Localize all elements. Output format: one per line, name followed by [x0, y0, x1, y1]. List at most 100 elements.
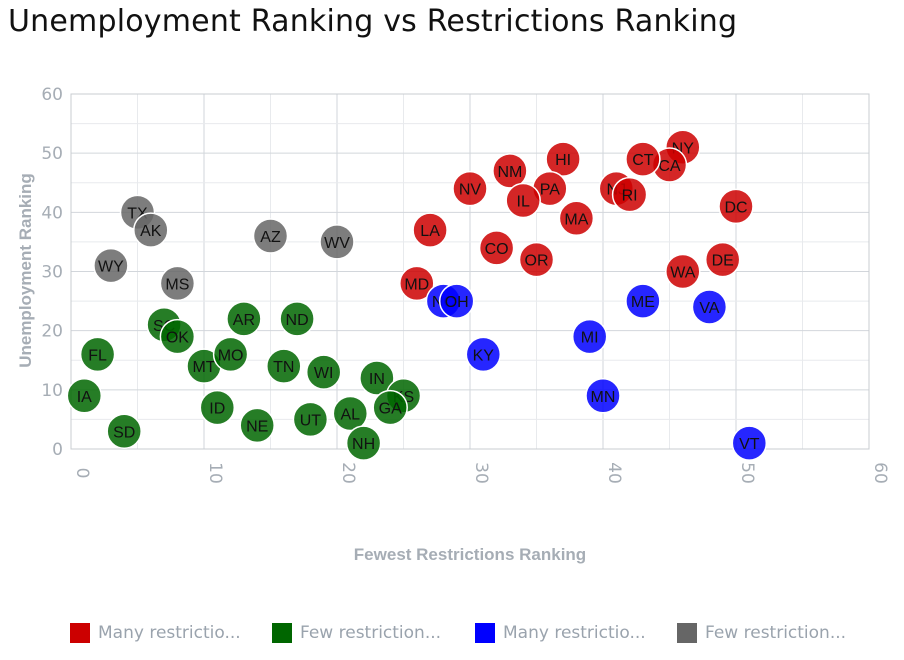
point-label: SD [113, 424, 135, 441]
axes: 0 10 20 30 40 50 60 0 10 20 30 40 50 60 [41, 85, 890, 484]
x-tick-label: 0 [72, 468, 92, 479]
legend: Many restrictio... Few restriction... Many… [0, 620, 904, 646]
point-marker [558, 200, 595, 236]
point-label: AR [233, 312, 255, 329]
data-point-tn: TN [266, 348, 302, 384]
point-label: IA [77, 389, 92, 406]
legend-label: Many restrictio... [503, 623, 646, 643]
point-marker [252, 218, 289, 254]
point-label: MI [581, 330, 599, 347]
point-marker [478, 230, 515, 266]
point-marker [545, 141, 581, 177]
grid-lines [70, 93, 870, 450]
data-point-ky: KY [465, 336, 502, 373]
point-marker [691, 289, 728, 325]
point-label: ME [631, 294, 655, 311]
data-point-wa: WA [665, 253, 701, 290]
point-label: PA [540, 182, 560, 199]
point-marker [399, 265, 435, 302]
point-marker [279, 301, 315, 337]
data-point-il: IL [505, 182, 541, 219]
x-tick-label: 10 [205, 462, 225, 484]
legend-item[interactable]: Many restrictio... [70, 620, 241, 646]
legend-item[interactable]: Many restrictio... [475, 620, 646, 646]
point-label: TN [273, 359, 294, 376]
point-label: NH [352, 436, 375, 453]
legend-swatch [70, 623, 90, 643]
point-label: IN [369, 371, 385, 388]
y-tick-label: 10 [41, 381, 63, 401]
legend-label: Few restriction... [705, 623, 847, 643]
point-label: LA [420, 223, 440, 240]
point-marker [492, 153, 528, 189]
chart-title: Unemployment Ranking vs Restrictions Ran… [8, 4, 738, 39]
x-tick-label: 20 [338, 462, 358, 484]
data-point-nm: NM [492, 153, 528, 189]
point-label: VA [699, 300, 719, 317]
point-marker [372, 389, 408, 426]
point-marker [292, 401, 329, 438]
point-label: VT [739, 436, 760, 453]
point-marker [571, 318, 608, 355]
point-marker [266, 348, 302, 384]
point-marker [718, 188, 754, 225]
point-marker [93, 247, 129, 284]
x-tick-label: 30 [471, 462, 491, 484]
legend-label: Few restriction... [300, 623, 442, 643]
data-point-mt: MT [186, 348, 222, 384]
x-tick-label: 40 [604, 462, 624, 484]
data-point-fl: FL [79, 336, 116, 373]
point-label: AZ [260, 229, 281, 246]
data-point-wv: WV [319, 224, 355, 260]
point-marker [704, 241, 741, 278]
point-label: MT [192, 359, 215, 376]
point-marker [452, 170, 488, 207]
y-tick-label: 60 [41, 85, 63, 105]
point-label: OH [445, 294, 469, 311]
data-point-mi: MI [571, 318, 608, 355]
legend-item[interactable]: Few restriction... [677, 620, 846, 646]
data-point-sd: SD [106, 413, 142, 449]
point-marker [319, 224, 355, 260]
point-label: CT [632, 152, 654, 169]
data-point-va: VA [691, 289, 728, 325]
data-point-ne: NE [239, 407, 275, 444]
data-point-ar: AR [226, 301, 262, 337]
point-marker [226, 301, 262, 337]
point-marker [465, 336, 502, 373]
point-label: MD [404, 276, 429, 293]
data-point-me: ME [625, 283, 661, 319]
point-label: AL [341, 407, 361, 424]
data-point-nv: NV [452, 170, 488, 207]
point-label: ND [286, 312, 309, 329]
data-point-mn: MN [585, 378, 621, 414]
y-tick-label: 40 [41, 203, 63, 223]
legend-item[interactable]: Few restriction... [272, 620, 441, 646]
data-point-la: LA [412, 212, 448, 248]
point-label: KY [473, 347, 495, 364]
point-label: MA [564, 211, 588, 228]
legend-swatch [272, 623, 292, 643]
data-point-az: AZ [252, 218, 289, 254]
point-label: WV [324, 235, 350, 252]
data-point-id: ID [199, 389, 236, 426]
point-label: WY [98, 259, 124, 276]
data-point-ga: GA [372, 389, 408, 426]
data-point-ak: AK [133, 212, 169, 248]
point-label: CA [658, 158, 681, 175]
data-point-al: AL [332, 395, 369, 432]
legend-label: Many restrictio... [98, 623, 241, 643]
point-marker [332, 395, 369, 432]
point-label: MN [591, 389, 616, 406]
data-point-co: CO [478, 230, 515, 266]
y-tick-label: 30 [41, 263, 63, 283]
point-marker [239, 407, 275, 444]
point-label: HI [555, 152, 571, 169]
point-marker [611, 176, 648, 213]
data-point-de: DE [704, 241, 741, 278]
point-marker [518, 241, 555, 278]
point-label: GA [379, 401, 402, 418]
point-label: NE [246, 418, 268, 435]
point-label: DC [724, 199, 747, 216]
point-label: MS [165, 276, 189, 293]
